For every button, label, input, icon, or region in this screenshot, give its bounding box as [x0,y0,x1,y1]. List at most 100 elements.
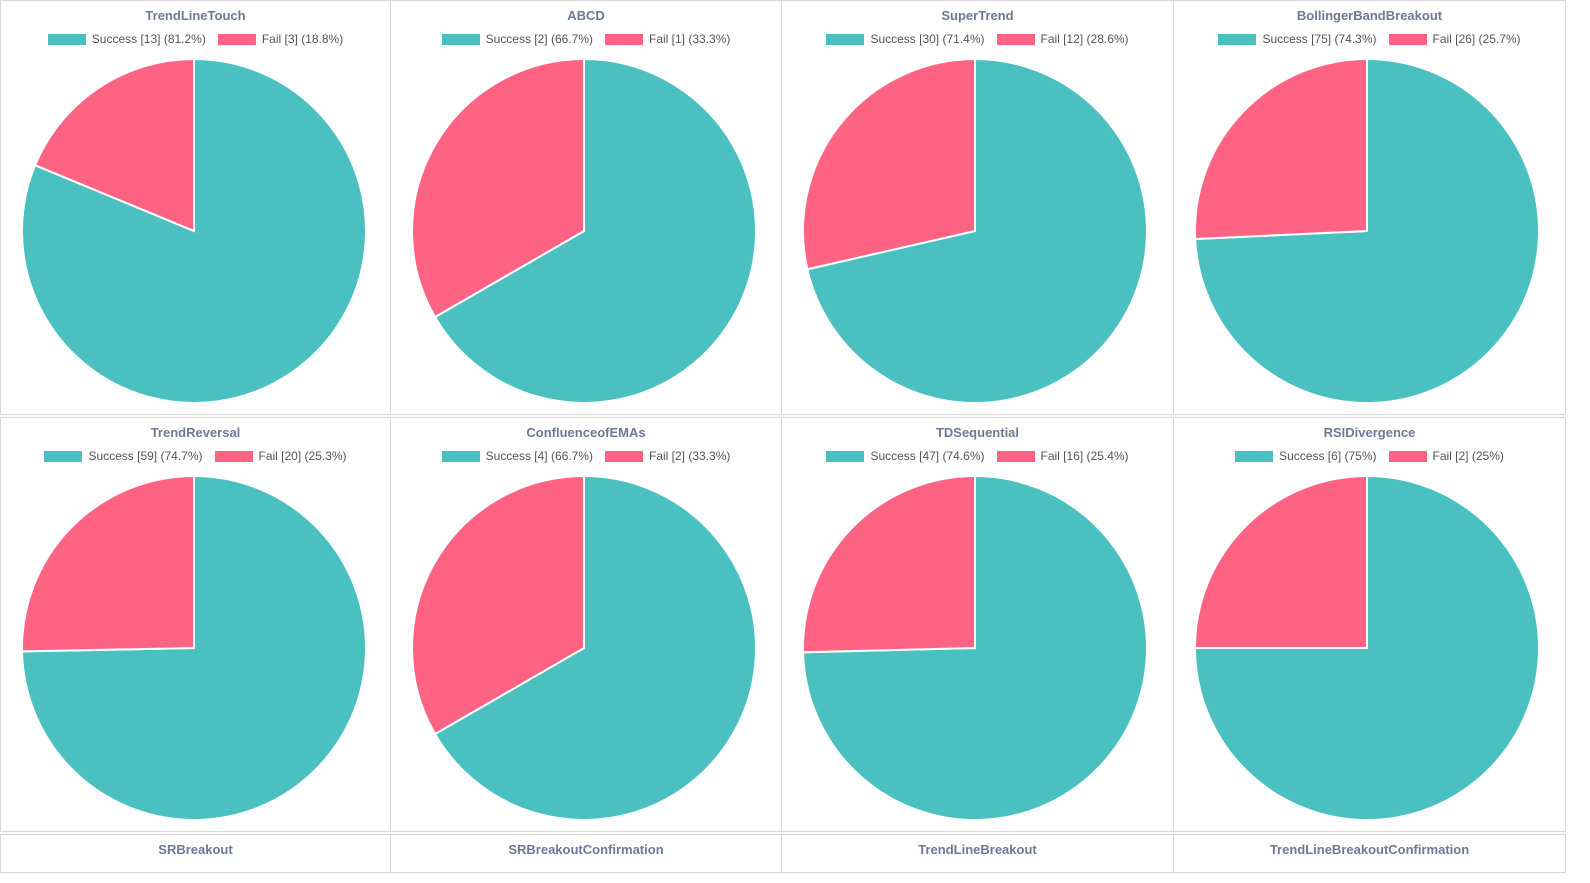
chart-title: RSIDivergence [1323,425,1416,440]
legend-swatch-fail [1388,450,1427,462]
legend-swatch-fail [605,450,643,462]
legend-label: Success [59] (74.7%) [88,449,203,463]
chart-title: TrendLineBreakout [918,842,1037,857]
chart-title: SRBreakout [158,842,233,857]
legend-item-fail[interactable]: Fail [2] (25%) [1388,449,1504,463]
legend-swatch-success [47,33,86,45]
pie-slice-success[interactable] [433,57,757,404]
legend-swatch-success [44,450,83,462]
legend-swatch-success [441,33,480,45]
chart-cell-trend-line-breakout: TrendLineBreakout [781,834,1174,873]
pie-chart [411,474,757,821]
chart-title: ABCD [567,8,605,23]
legend-item-fail[interactable]: Fail [26] (25.7%) [1388,32,1521,46]
legend-item-success[interactable]: Success [2] (66.7%) [441,32,593,46]
legend-label: Success [47] (74.6%) [870,449,985,463]
chart-title: TrendLineBreakoutConfirmation [1269,842,1470,857]
legend-label: Success [6] (75%) [1279,449,1377,463]
pie-slice-fail[interactable] [33,57,195,233]
legend-swatch-success [826,33,865,45]
legend-item-fail[interactable]: Fail [1] (33.3%) [605,32,730,46]
legend-label: Fail [2] (25%) [1432,449,1504,463]
legend-label: Fail [3] (18.8%) [261,32,344,46]
legend-swatch-fail [605,33,643,45]
legend-item-success[interactable]: Success [75] (74.3%) [1218,32,1377,46]
legend-swatch-success [826,450,865,462]
chart-cell-trend-line-touch: TrendLineTouch Success [13] (81.2%) Fail [… [0,0,391,415]
chart-cell-super-trend: SuperTrend Success [30] (71.4%) Fail [12] … [781,0,1174,415]
pie-slice-fail[interactable] [1193,474,1368,649]
chart-legend: Success [4] (66.7%) Fail [2] (33.3%) [391,449,781,463]
legend-label: Fail [20] (25.3%) [258,449,347,463]
legend-swatch-fail [217,33,256,45]
chart-cell-confluenceof-emas: ConfluenceofEMAs Success [4] (66.7%) Fail … [390,417,782,832]
pie-chart [1194,57,1541,404]
chart-title: SuperTrend [941,8,1014,23]
chart-cell-trend-reversal: TrendReversal Success [59] (74.7%) Fail [2… [0,417,391,832]
legend-label: Success [75] (74.3%) [1262,32,1377,46]
pie-slice-fail[interactable] [411,474,585,736]
legend-item-fail[interactable]: Fail [3] (18.8%) [217,32,344,46]
legend-item-success[interactable]: Success [13] (81.2%) [47,32,206,46]
pie-chart [802,57,1148,404]
pie-slice-fail[interactable] [802,474,976,654]
pie-chart [21,474,367,821]
legend-label: Fail [12] (28.6%) [1040,32,1129,46]
legend-swatch-success [441,450,480,462]
chart-cell-trend-line-breakout-confirmation: TrendLineBreakoutConfirmation [1173,834,1566,873]
legend-label: Fail [16] (25.4%) [1040,449,1129,463]
chart-legend: Success [59] (74.7%) Fail [20] (25.3%) [1,449,390,463]
pie-chart [802,474,1148,821]
legend-item-success[interactable]: Success [47] (74.6%) [826,449,985,463]
chart-title: BollingerBandBreakout [1296,8,1443,23]
chart-cell-bollinger-band-breakout: BollingerBandBreakout Success [75] (74.3%… [1173,0,1566,415]
legend-swatch-success [1235,450,1274,462]
legend-label: Success [30] (71.4%) [870,32,985,46]
pie-slice-fail[interactable] [802,57,976,271]
legend-swatch-fail [996,450,1035,462]
legend-item-success[interactable]: Success [6] (75%) [1235,449,1377,463]
legend-item-fail[interactable]: Fail [2] (33.3%) [605,449,730,463]
legend-label: Success [4] (66.7%) [485,449,593,463]
chart-legend: Success [2] (66.7%) Fail [1] (33.3%) [391,32,781,46]
pie-slice-fail[interactable] [411,57,585,319]
legend-label: Fail [2] (33.3%) [649,449,731,463]
legend-label: Success [2] (66.7%) [485,32,593,46]
pie-slice-fail[interactable] [1194,57,1368,241]
legend-item-success[interactable]: Success [59] (74.7%) [44,449,203,463]
chart-title: SRBreakoutConfirmation [508,842,664,857]
chart-cell-abcd: ABCD Success [2] (66.7%) Fail [1] (33.3%) [390,0,782,415]
legend-swatch-fail [1388,33,1427,45]
chart-title: TrendLineTouch [145,8,246,23]
chart-title: TrendReversal [150,425,241,440]
legend-swatch-fail [996,33,1035,45]
legend-item-success[interactable]: Success [30] (71.4%) [826,32,985,46]
legend-item-fail[interactable]: Fail [20] (25.3%) [214,449,347,463]
chart-legend: Success [75] (74.3%) Fail [26] (25.7%) [1174,32,1565,46]
legend-label: Fail [1] (33.3%) [649,32,731,46]
pie-slice-success[interactable] [806,57,1148,404]
legend-label: Success [13] (81.2%) [91,32,206,46]
chart-cell-srbreakout-confirmation: SRBreakoutConfirmation [390,834,782,873]
chart-cell-rsidivergence: RSIDivergence Success [6] (75%) Fail [2] (… [1173,417,1566,832]
chart-title: TDSequential [935,425,1020,440]
chart-title: ConfluenceofEMAs [526,425,646,440]
chart-legend: Success [13] (81.2%) Fail [3] (18.8%) [1,32,390,46]
legend-item-fail[interactable]: Fail [16] (25.4%) [996,449,1129,463]
pie-slice-fail[interactable] [21,474,195,653]
chart-cell-srbreakout: SRBreakout [0,834,391,873]
chart-legend: Success [6] (75%) Fail [2] (25%) [1174,449,1565,463]
pie-slice-success[interactable] [433,474,757,821]
legend-label: Fail [26] (25.7%) [1432,32,1521,46]
chart-legend: Success [30] (71.4%) Fail [12] (28.6%) [782,32,1173,46]
legend-swatch-success [1218,33,1257,45]
pie-chart [21,57,367,404]
legend-item-success[interactable]: Success [4] (66.7%) [441,449,593,463]
legend-item-fail[interactable]: Fail [12] (28.6%) [996,32,1129,46]
pie-chart [411,57,757,404]
chart-cell-tdsequential: TDSequential Success [47] (74.6%) Fail [16… [781,417,1174,832]
pie-chart [1193,474,1540,821]
chart-legend: Success [47] (74.6%) Fail [16] (25.4%) [782,449,1173,463]
chart-grid: TrendLineTouch Success [13] (81.2%) Fail [… [0,0,1566,873]
legend-swatch-fail [214,450,253,462]
